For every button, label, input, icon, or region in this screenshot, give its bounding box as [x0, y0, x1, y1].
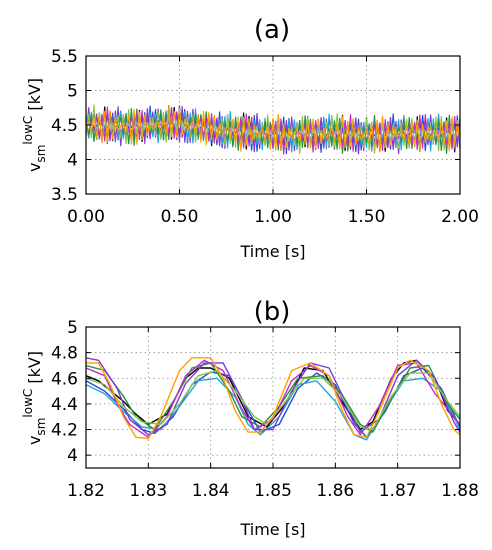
panel-b-series-6 [85, 369, 461, 431]
panel-a-y-tick-label: 5 [67, 82, 78, 102]
panel-a-y-tick-label: 3.5 [51, 185, 78, 205]
panel-a-ylabel-unit: [kV] [25, 78, 44, 116]
panel-b-y-tick-label: 4.6 [51, 369, 78, 389]
panel-b-ylabel-sub: sm [34, 418, 48, 436]
panel-b-x-tick-label: 1.84 [192, 481, 230, 501]
panel-a-title: (a) [254, 15, 290, 45]
panel-b-y-tick-label: 4 [67, 446, 78, 466]
panel-b-ylabel-unit: [kV] [25, 351, 44, 389]
panel-b-series-7 [86, 357, 461, 440]
panel-b-x-tick-label: 1.86 [316, 481, 354, 501]
panel-b-xlabel: Time [s] [239, 520, 305, 539]
panel-b-ylabel-sup: lowC [21, 389, 35, 418]
panel-b-ylabel: vsmlowC [kV] [21, 351, 48, 445]
panel-a-x-tick-label: 0.00 [67, 207, 105, 227]
panel-b-series-3 [85, 362, 461, 433]
panel-a-x-tick-label: 2.00 [441, 207, 479, 227]
panel-b-grid [86, 327, 460, 468]
panel-b-ylabel-main: v [25, 436, 44, 445]
panel-b-frame [85, 326, 461, 469]
panel-a-series-7 [85, 106, 461, 153]
panel-a-x-tick-label: 1.00 [254, 207, 292, 227]
panel-b-ticks: 1.82 1.83 1.84 1.85 1.86 1.87 1.88 4 4.2 4.4 4.6 4.… [51, 318, 479, 501]
panel-a-x-tick-label: 0.50 [161, 207, 199, 227]
panel-a-ylabel-main: v [25, 163, 44, 172]
panel-b-x-tick-label: 1.85 [254, 481, 292, 501]
panel-b-series-5 [85, 357, 461, 436]
panel-b-y-tick-label: 4.4 [51, 395, 78, 415]
panel-a-ticks: 0.00 0.50 1.00 1.50 2.00 3.5 4 4.5 5 5.5 [51, 47, 479, 227]
panel-a-ylabel: vsmlowC [kV] [21, 78, 48, 172]
panel-a-y-tick-label: 4.5 [51, 116, 78, 136]
panel-a-y-tick-label: 5.5 [51, 47, 78, 67]
panel-a-xlabel: Time [s] [239, 242, 305, 261]
panel-a-ylabel-sub: sm [34, 145, 48, 163]
panel-a-plot-area [85, 104, 461, 155]
panel-a: (a) 0.00 0.50 1.00 1.50 2.00 3.5 4 4.5 5 5.5 Time… [21, 15, 479, 261]
panel-a-x-tick-label: 1.50 [348, 207, 386, 227]
panel-b: (b) 1.82 1.83 1.84 1.85 1.86 1.87 1.88 4 4.2 4.4 4… [21, 297, 479, 539]
panel-b-series-4 [85, 359, 461, 438]
panel-b-x-tick-label: 1.82 [67, 481, 105, 501]
panel-b-x-tick-label: 1.87 [379, 481, 417, 501]
panel-a-y-tick-label: 4 [67, 151, 78, 171]
panel-b-x-tick-label: 1.83 [129, 481, 167, 501]
panel-b-y-tick-label: 4.2 [51, 421, 78, 441]
panel-b-y-tick-label: 4.8 [51, 344, 78, 364]
panel-b-y-tick-label: 5 [67, 318, 78, 338]
panel-a-ylabel-sup: lowC [21, 116, 35, 145]
panel-b-title: (b) [254, 297, 291, 327]
panel-b-x-tick-label: 1.88 [441, 481, 479, 501]
panel-b-plot-area [85, 357, 461, 441]
